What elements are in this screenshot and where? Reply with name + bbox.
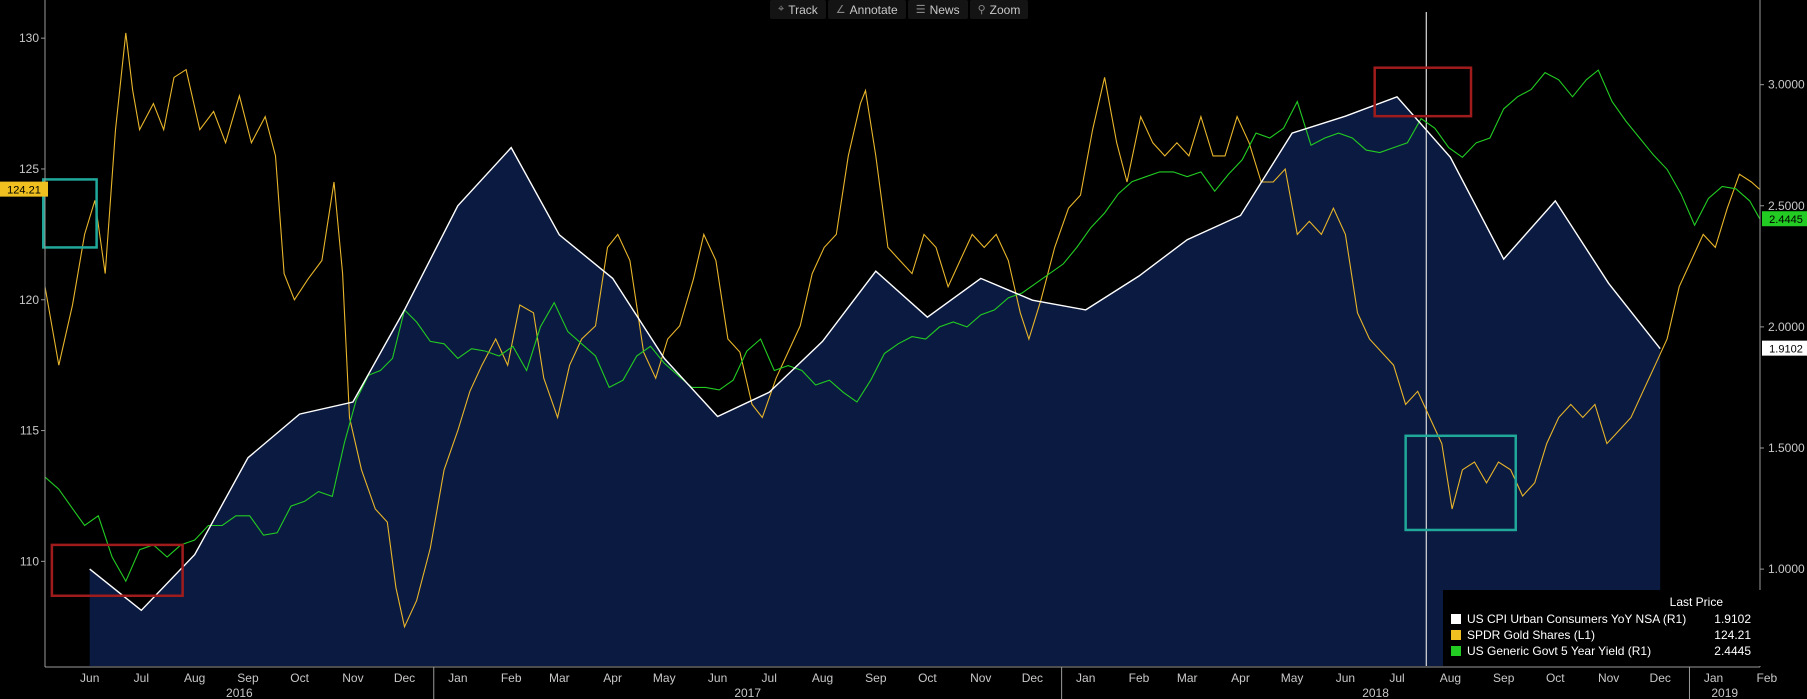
month-label: Oct (290, 671, 309, 685)
annotate-label: Annotate (849, 2, 898, 17)
left-tick-label: 125 (19, 162, 39, 176)
right-tick-label: 3.0000 (1768, 78, 1805, 92)
gold-last-value-tag: 124.21 (7, 185, 41, 197)
series-line-yield (44, 69, 1761, 583)
month-label: Feb (1129, 671, 1150, 685)
legend-swatch-gold (1451, 630, 1461, 640)
right-tick-label: 2.5000 (1768, 199, 1805, 213)
legend: Last Price US CPI Urban Consumers YoY NS… (1443, 590, 1761, 666)
month-label: Jan (448, 671, 467, 685)
axes: 110 115 120 125 130 1.0000 1.5000 2.0000 2.5000 3… (19, 0, 1805, 699)
track-label: Track (788, 2, 818, 17)
legend-value-cpi: 1.9102 (1714, 612, 1751, 626)
year-label: 2019 (1711, 686, 1738, 699)
month-label: Aug (812, 671, 833, 685)
gold-last-value-tag-bg (0, 181, 48, 197)
month-label: Feb (1757, 671, 1778, 685)
month-label: Jan (1076, 671, 1095, 685)
legend-swatch-yield (1451, 646, 1461, 656)
year-label: 2017 (734, 686, 761, 699)
month-label: Jan (1704, 671, 1723, 685)
highlight-box-2 (42, 178, 98, 249)
cpi-last-value-tag-bg (1762, 340, 1807, 356)
left-tick-label: 120 (19, 293, 39, 307)
month-label: Jun (1336, 671, 1355, 685)
month-label: Jul (762, 671, 777, 685)
month-label: Nov (970, 671, 991, 685)
magnifier-icon: ⚲ (977, 4, 986, 16)
month-label: Sep (865, 671, 887, 685)
series-line-gold (44, 32, 1761, 629)
chart-toolbar: ⌖ Track ∠ Annotate ☰ News ⚲ Zoom (770, 0, 1029, 20)
legend-name-cpi: US CPI Urban Consumers YoY NSA (R1) (1467, 612, 1687, 626)
month-label: Nov (342, 671, 363, 685)
right-tick-label: 1.5000 (1768, 441, 1805, 455)
right-tick-label: 1.0000 (1768, 562, 1805, 576)
cpi-area (89, 96, 1661, 667)
left-tick-label: 115 (20, 424, 39, 438)
month-label: Jun (708, 671, 727, 685)
zoom-button[interactable]: ⚲ Zoom (969, 0, 1029, 19)
month-label: Dec (394, 671, 415, 685)
pencil-icon: ∠ (835, 4, 846, 16)
month-label: Mar (549, 671, 570, 685)
legend-title: Last Price (1669, 595, 1723, 609)
legend-name-gold: SPDR Gold Shares (L1) (1467, 628, 1596, 642)
month-label: Jul (1389, 671, 1404, 685)
plot-area (42, 12, 1761, 667)
annotate-button[interactable]: ∠ Annotate (827, 0, 906, 19)
month-label: Jul (134, 671, 149, 685)
month-label: Dec (1650, 671, 1671, 685)
month-label: Apr (1231, 671, 1250, 685)
month-label: Oct (1546, 671, 1565, 685)
track-button[interactable]: ⌖ Track (770, 0, 826, 19)
series-line-cpi (89, 95, 1661, 612)
legend-name-yield: US Generic Govt 5 Year Yield (R1) (1467, 644, 1652, 658)
year-label: 2016 (226, 686, 253, 699)
month-label: Aug (184, 671, 205, 685)
month-label: Aug (1440, 671, 1461, 685)
left-tick-label: 130 (19, 31, 39, 45)
year-label: 2018 (1362, 686, 1389, 699)
yield-last-value-tag-bg (1762, 211, 1807, 227)
month-label: Feb (501, 671, 522, 685)
month-label: Dec (1022, 671, 1043, 685)
highlight-box-1 (50, 543, 184, 598)
legend-swatch-cpi (1451, 614, 1461, 624)
news-button[interactable]: ☰ News (907, 0, 968, 19)
month-label: Sep (1493, 671, 1515, 685)
legend-value-yield: 2.4445 (1714, 644, 1751, 658)
left-tick-label: 110 (20, 554, 39, 568)
right-tick-label: 2.0000 (1768, 320, 1805, 334)
month-label: Nov (1598, 671, 1619, 685)
month-label: Mar (1177, 671, 1198, 685)
news-label: News (929, 2, 960, 17)
legend-entry-cpi: US CPI Urban Consumers YoY NSA (R1) 1.91… (1443, 611, 1761, 627)
news-icon: ☰ (915, 4, 926, 16)
cpi-last-value-tag: 1.9102 (1769, 344, 1803, 356)
month-label: May (653, 671, 676, 685)
yield-last-value-tag: 2.4445 (1769, 214, 1803, 226)
legend-entry-yield: US Generic Govt 5 Year Yield (R1) 2.4445 (1443, 643, 1761, 659)
zoom-label: Zoom (989, 2, 1021, 17)
legend-value-gold: 124.21 (1714, 628, 1751, 642)
month-label: Oct (918, 671, 937, 685)
month-label: Apr (603, 671, 622, 685)
last-value-tags: 124.21 2.4445 1.9102 (0, 181, 1807, 356)
month-label: Jun (80, 671, 99, 685)
legend-entry-gold: SPDR Gold Shares (L1) 124.21 (1443, 627, 1761, 643)
highlight-box-4 (1404, 434, 1517, 532)
highlight-box-3 (1373, 66, 1473, 118)
month-label: May (1281, 671, 1304, 685)
month-label: Sep (237, 671, 259, 685)
crosshair-icon: ⌖ (778, 3, 785, 15)
